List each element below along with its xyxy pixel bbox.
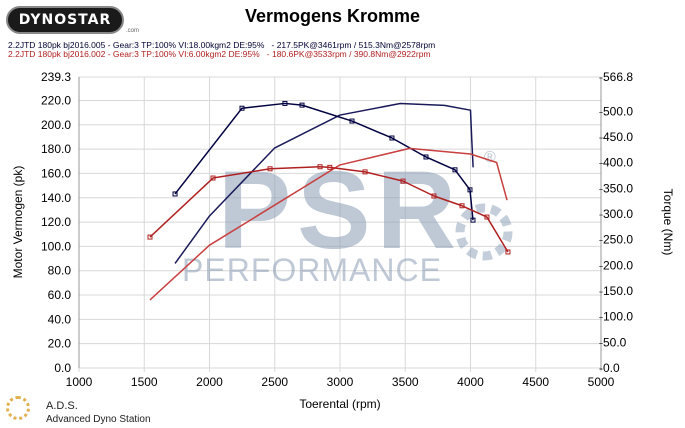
y2-tick-label: -300.0 [599,207,633,221]
logo-sub: .com [126,28,140,34]
y2-tick-label: -250.0 [599,233,633,247]
y-tick-label: 140.0 [41,191,71,205]
y2-tick-label: -50.0 [599,335,627,349]
y2-tick-label: -100.0 [599,310,633,324]
series-line-0 [174,102,474,264]
series-line-2 [149,147,508,301]
series-marker-3 [431,193,437,199]
y-tick-label: 0.0 [54,361,71,375]
series-marker-1 [239,105,245,111]
ads-logo-icon [6,396,30,420]
series-marker-3 [147,234,153,240]
series-marker-1 [467,187,473,193]
y-tick-label: 239.3 [41,70,71,84]
watermark-psr: PSR [218,149,462,272]
y-tick-label: 200.0 [41,118,71,132]
series-marker-3 [362,169,368,175]
series-marker-1 [452,167,458,173]
series-marker-1 [423,154,429,160]
series-marker-3 [317,164,323,170]
y-tick-label: 20.0 [48,337,72,351]
x-tick-label: 3500 [392,375,419,389]
y-tick-label: 80.0 [48,264,72,278]
y-tick-label: 120.0 [41,215,71,229]
series-marker-1 [389,135,395,141]
dynostar-logo: DYNOSTAR [6,6,124,34]
ads-brand: A.D.S. [46,400,78,412]
chart-title: Vermogens Kromme [0,6,685,27]
series-marker-1 [282,100,288,106]
series-marker-1 [470,217,476,223]
series-line-1 [174,102,474,221]
series-marker-3 [505,249,511,255]
x-tick-label: 3000 [327,375,354,389]
logo-text: DYNOSTAR [18,12,112,28]
y-tick-label: 160.0 [41,166,71,180]
series-marker-1 [172,191,178,197]
y2-tick-label: -400.0 [599,156,633,170]
x-tick-label: 4500 [522,375,549,389]
y2-tick-label: -350.0 [599,181,633,195]
y-tick-label: 220.0 [41,93,71,107]
y2-tick-label: -500.0 [599,104,633,118]
series-marker-3 [459,203,465,209]
x-axis-label: Toerental (rpm) [299,397,380,411]
x-tick-label: 1000 [66,375,93,389]
y2-tick-label: -150.0 [599,284,633,298]
y-tick-label: 60.0 [48,288,72,302]
series-marker-3 [210,175,216,181]
series-line-3 [149,165,509,253]
y2-tick-label: -450.0 [599,130,633,144]
x-tick-label: 2000 [196,375,223,389]
run-legend-2: 2.2JTD 180pk bj2016.002 - Gear:3 TP:100%… [8,49,431,59]
y2-tick-label: -200.0 [599,258,633,272]
watermark-gear-icon [455,203,513,261]
series-marker-3 [400,178,406,184]
y2-axis-label: Torque (Nm) [661,189,675,256]
y-tick-label: 100.0 [41,239,71,253]
series-marker-3 [327,164,333,170]
x-tick-label: 5000 [588,375,615,389]
watermark-registered: ® [484,149,496,166]
run-legend-1: 2.2JTD 180pk bj2016.005 - Gear:3 TP:100%… [8,40,436,50]
title-text: Vermogens Kromme [244,6,421,26]
series-marker-3 [484,214,490,220]
series-marker-1 [299,102,305,108]
y-tick-label: 40.0 [48,312,72,326]
series-marker-1 [349,118,355,124]
y-axis-label: Motor Vermogen (pk) [11,166,25,279]
watermark-performance: PERFORMANCE [182,252,442,288]
x-tick-label: 2500 [261,375,288,389]
y2-tick-label: -0.0 [599,361,620,375]
x-tick-label: 1500 [131,375,158,389]
x-tick-label: 4000 [457,375,484,389]
y-tick-label: 180.0 [41,142,71,156]
y2-tick-label: -566.8 [599,70,633,84]
series-marker-3 [267,166,273,172]
ads-brand-sub: Advanced Dyno Station [46,414,151,425]
